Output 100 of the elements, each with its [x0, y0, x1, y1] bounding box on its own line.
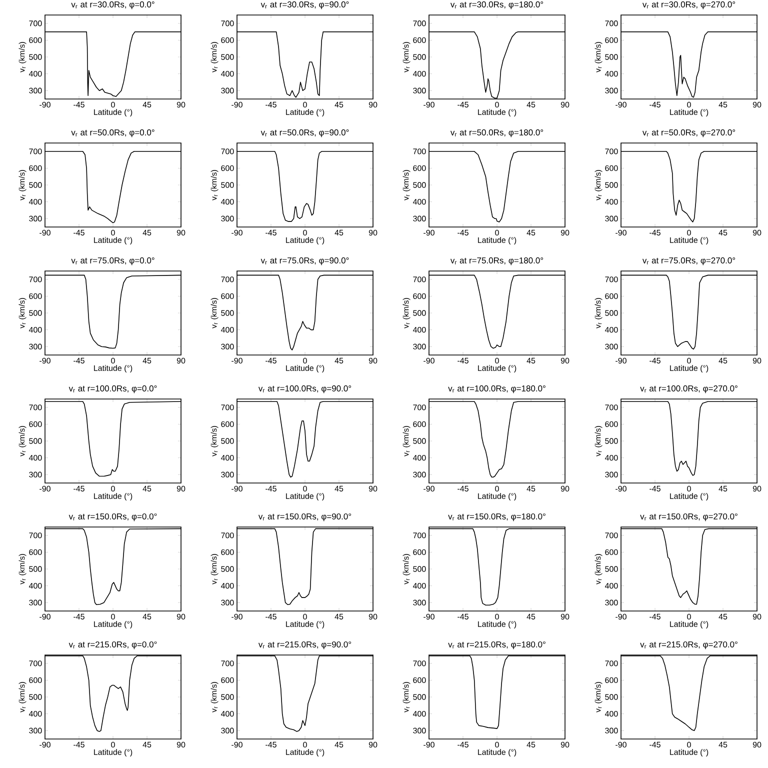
- x-tick-label: 0: [495, 102, 499, 108]
- x-tick-label: -90: [232, 230, 242, 236]
- y-tick-label: 400: [28, 198, 42, 205]
- chart-title: v$_{r}$ at r=100.0Rs, φ=180.0°: [448, 385, 546, 394]
- y-tick-label: 500: [221, 438, 234, 444]
- y-axis-title: v$_{r}$ (km/s): [594, 554, 602, 584]
- y-tick-label: 500: [221, 310, 234, 316]
- y-tick-label: 700: [605, 532, 618, 538]
- y-tick-label: 500: [29, 438, 42, 444]
- chart-title: v$_{r}$ at r=75.0Rs, φ=270.0°: [642, 257, 736, 266]
- x-tick-label: 90: [368, 614, 378, 620]
- x-axis-title: Latitude (°): [94, 749, 132, 757]
- x-tick-label: -90: [40, 358, 50, 364]
- x-tick-label: 0: [303, 358, 307, 364]
- y-tick-label: 400: [412, 198, 426, 205]
- y-tick-label: 300: [413, 344, 426, 350]
- x-tick-label: -45: [266, 486, 276, 492]
- x-tick-label: -45: [458, 358, 468, 364]
- y-axis-title: v$_{r}$ (km/s): [594, 298, 602, 328]
- x-tick-label: 45: [142, 486, 152, 492]
- x-tick-label: -90: [232, 614, 242, 620]
- x-tick-label: 0: [111, 358, 115, 364]
- y-tick-label: 600: [221, 549, 234, 556]
- chart-title: v$_{r}$ at r=30.0Rs, φ=0.0°: [71, 1, 154, 10]
- x-axis-title: Latitude (°): [286, 365, 324, 373]
- y-axis-title: v$_{r}$ (km/s): [210, 42, 218, 72]
- x-tick-label: 0: [111, 614, 115, 620]
- x-tick-label: -45: [266, 614, 276, 620]
- x-axis-title: Latitude (°): [670, 749, 708, 757]
- x-tick-label: 90: [560, 614, 570, 620]
- y-tick-label: 400: [28, 454, 42, 461]
- x-tick-label: 45: [718, 742, 728, 748]
- x-tick-label: 90: [368, 230, 378, 236]
- x-tick-label: 0: [111, 486, 115, 492]
- y-tick-label: 400: [412, 70, 426, 77]
- x-tick-label: 0: [111, 230, 115, 236]
- x-tick-label: -45: [74, 102, 84, 108]
- y-tick-label: 500: [29, 694, 42, 700]
- chart-title: v$_{r}$ at r=30.0Rs, φ=270.0°: [642, 1, 736, 10]
- x-tick-label: -45: [266, 230, 276, 236]
- x-tick-label: 90: [560, 358, 570, 364]
- y-tick-label: 300: [413, 216, 426, 222]
- x-tick-label: 45: [334, 486, 344, 492]
- x-tick-label: 45: [526, 358, 536, 364]
- x-axis-title: Latitude (°): [478, 109, 516, 117]
- y-tick-label: 500: [29, 54, 42, 60]
- x-axis-title: Latitude (°): [478, 493, 516, 501]
- x-tick-label: 90: [368, 486, 378, 492]
- y-tick-label: 500: [29, 310, 42, 316]
- x-tick-label: 45: [142, 358, 152, 364]
- x-tick-label: 45: [718, 230, 728, 236]
- x-tick-label: -45: [74, 614, 84, 620]
- x-tick-label: 90: [176, 742, 186, 748]
- x-axis-title: Latitude (°): [286, 109, 324, 117]
- y-tick-label: 400: [604, 454, 618, 461]
- chart-title: v$_{r}$ at r=215.0Rs, φ=90.0°: [258, 641, 352, 650]
- x-tick-label: 90: [368, 742, 378, 748]
- y-tick-label: 400: [220, 198, 234, 205]
- y-tick-label: 500: [605, 694, 618, 700]
- x-tick-label: 90: [752, 486, 762, 492]
- y-tick-label: 600: [605, 549, 618, 556]
- y-tick-label: 500: [29, 566, 42, 572]
- x-tick-label: 45: [718, 358, 728, 364]
- y-tick-label: 600: [605, 293, 618, 300]
- chart-title: v$_{r}$ at r=75.0Rs, φ=90.0°: [260, 257, 349, 266]
- y-tick-label: 500: [29, 182, 42, 188]
- chart-title: v$_{r}$ at r=75.0Rs, φ=180.0°: [450, 257, 544, 266]
- y-tick-label: 500: [221, 182, 234, 188]
- y-tick-label: 600: [221, 677, 234, 684]
- x-tick-label: 0: [495, 742, 499, 748]
- y-tick-label: 500: [413, 54, 426, 60]
- y-tick-label: 500: [221, 694, 234, 700]
- x-axis-title: Latitude (°): [670, 237, 708, 245]
- y-axis-title: v$_{r}$ (km/s): [18, 170, 26, 200]
- y-tick-label: 500: [605, 310, 618, 316]
- y-tick-label: 700: [413, 404, 426, 410]
- x-tick-label: 90: [752, 742, 762, 748]
- y-tick-label: 700: [221, 404, 234, 410]
- x-tick-label: 90: [752, 230, 762, 236]
- x-tick-label: -90: [424, 358, 434, 364]
- x-axis-title: Latitude (°): [478, 621, 516, 629]
- y-tick-label: 700: [29, 20, 42, 26]
- y-tick-label: 600: [29, 677, 42, 684]
- x-tick-label: 45: [526, 486, 536, 492]
- x-tick-label: -45: [266, 358, 276, 364]
- y-tick-label: 600: [605, 165, 618, 172]
- x-tick-label: -45: [650, 102, 660, 108]
- chart-title: v$_{r}$ at r=150.0Rs, φ=0.0°: [68, 513, 157, 522]
- y-tick-label: 600: [413, 165, 426, 172]
- y-axis-title: v$_{r}$ (km/s): [18, 682, 26, 712]
- x-axis-title: Latitude (°): [94, 365, 132, 373]
- x-tick-label: 0: [687, 102, 691, 108]
- y-tick-label: 400: [28, 582, 42, 589]
- x-tick-label: 90: [176, 102, 186, 108]
- x-tick-label: 90: [560, 742, 570, 748]
- y-tick-label: 600: [413, 421, 426, 428]
- x-axis-title: Latitude (°): [478, 749, 516, 757]
- x-tick-label: 90: [560, 102, 570, 108]
- x-tick-label: 45: [334, 102, 344, 108]
- y-tick-label: 400: [412, 582, 426, 589]
